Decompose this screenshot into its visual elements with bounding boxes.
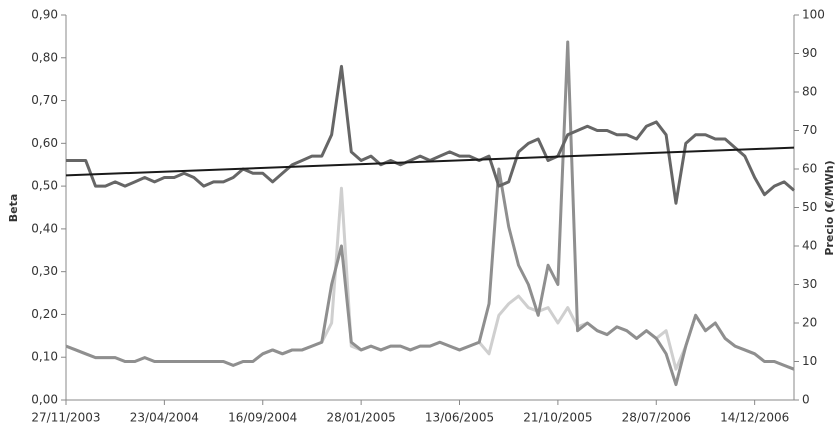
x-tick-label: 21/10/2005 bbox=[523, 411, 592, 425]
y-tick-label: 0,60 bbox=[31, 136, 58, 150]
series-line bbox=[65, 186, 795, 371]
y2-tick-label: 20 bbox=[802, 316, 817, 330]
series-line bbox=[65, 40, 795, 387]
y2-tick-label: 80 bbox=[802, 85, 817, 99]
x-tick-label: 13/06/2005 bbox=[425, 411, 494, 425]
y2-axis-title: Precio (€/MWh) bbox=[823, 160, 836, 255]
y2-tick-label: 30 bbox=[802, 277, 817, 291]
y2-tick-label: 50 bbox=[802, 200, 817, 214]
y-axis-title: Beta bbox=[7, 194, 20, 223]
trend-line bbox=[65, 146, 795, 177]
x-tick-label: 16/09/2004 bbox=[228, 411, 297, 425]
y-tick-label: 0,70 bbox=[31, 93, 58, 107]
x-tick-label: 27/11/2003 bbox=[31, 411, 100, 425]
y2-tick-label: 70 bbox=[802, 123, 817, 137]
series-line bbox=[66, 64, 795, 205]
x-tick-label: 14/12/2006 bbox=[720, 411, 789, 425]
y-tick-label: 0,80 bbox=[31, 50, 58, 64]
x-tick-label: 28/07/2006 bbox=[622, 411, 691, 425]
y-tick-label: 0,20 bbox=[31, 307, 58, 321]
x-tick-label: 28/01/2005 bbox=[327, 411, 396, 425]
y-tick-label: 0,90 bbox=[31, 8, 58, 22]
y2-tick-label: 10 bbox=[802, 354, 817, 368]
x-tick-label: 23/04/2004 bbox=[130, 411, 199, 425]
y2-tick-label: 40 bbox=[802, 239, 817, 253]
y2-tick-label: 100 bbox=[802, 8, 825, 22]
y-tick-label: 0,10 bbox=[31, 350, 58, 364]
y-tick-label: 0,30 bbox=[31, 264, 58, 278]
y2-tick-label: 0 bbox=[802, 393, 810, 407]
y2-tick-label: 90 bbox=[802, 46, 817, 60]
y-tick-label: 0,00 bbox=[31, 393, 58, 407]
y-tick-label: 0,40 bbox=[31, 221, 58, 235]
y2-tick-label: 60 bbox=[802, 162, 817, 176]
y-tick-label: 0,50 bbox=[31, 179, 58, 193]
